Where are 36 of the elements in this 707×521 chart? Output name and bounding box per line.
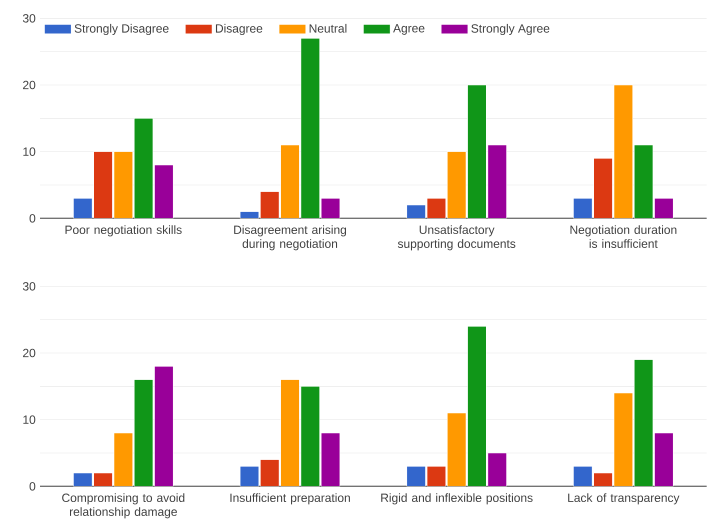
bar <box>488 144 507 218</box>
y-tick-label: 20 <box>23 348 36 358</box>
y-tick-label: 20 <box>23 80 36 90</box>
y-tick-label: 30 <box>22 14 36 23</box>
y-tick-label: 0 <box>30 214 36 223</box>
bar <box>320 432 340 486</box>
x-tick-label: Lack of transparency <box>568 493 680 504</box>
bar <box>573 466 592 486</box>
bar <box>406 204 426 218</box>
bar <box>654 198 674 218</box>
legend-label: Strongly Disagree <box>74 24 169 36</box>
bar <box>240 466 260 486</box>
bar <box>154 366 174 486</box>
bar <box>573 198 592 218</box>
x-tick-label: Insufficient preparation <box>230 493 350 504</box>
y-tick-label: 30 <box>22 282 36 291</box>
y-tick-label: 10 <box>23 147 36 156</box>
bar <box>73 472 92 486</box>
legend-label: Disagree <box>216 24 262 36</box>
bar <box>488 452 507 486</box>
bar <box>154 164 174 218</box>
y-tick-label: 10 <box>23 415 36 424</box>
bar <box>654 432 674 486</box>
legend-label: Neutral <box>310 24 346 33</box>
bar <box>320 198 340 218</box>
x-tick-label: Unsatisfactory supporting documents <box>398 225 516 250</box>
x-tick-label: Rigid and inflexible positions <box>381 493 533 504</box>
x-tick-label: Negotiation duration is insufficient <box>570 225 676 248</box>
bar <box>73 198 92 218</box>
x-tick-label: Disagreement arising during negotiation <box>234 225 346 250</box>
legend-label: Agree <box>393 24 424 35</box>
legend-label: Strongly Agree <box>471 24 550 36</box>
x-tick-label: Compromising to avoid relationship damage <box>62 493 184 518</box>
x-tick-label: Poor negotiation skills <box>66 225 182 236</box>
y-tick-label: 0 <box>30 482 36 491</box>
bar <box>406 466 426 486</box>
